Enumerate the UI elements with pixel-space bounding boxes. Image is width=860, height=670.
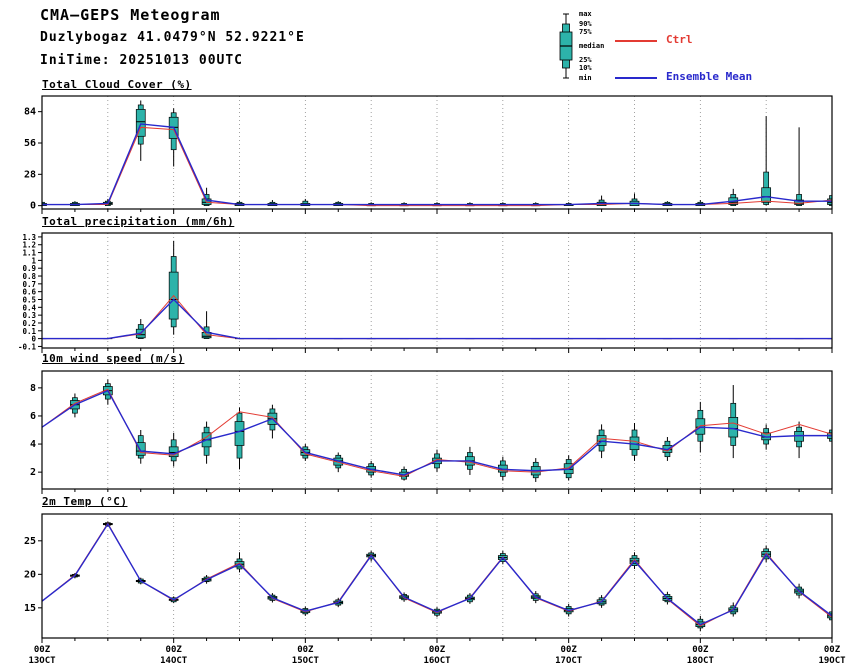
svg-text:00Z: 00Z [297, 645, 314, 655]
legend-label-25pct: 25% [579, 56, 592, 64]
svg-text:-0.1: -0.1 [18, 342, 37, 351]
svg-text:1: 1 [31, 256, 36, 265]
panel-title-temperature: 2m Temp (°C) [42, 495, 128, 508]
box-whisker-legend-icon [559, 13, 573, 79]
panel-title-wind-speed: 10m wind speed (m/s) [42, 352, 185, 365]
legend-label-10pct: 10% [579, 64, 592, 72]
page-title: CMA—GEPS Meteogram [40, 6, 221, 24]
initime-line: IniTime: 20251013 00UTC [40, 53, 244, 68]
svg-text:1.1: 1.1 [22, 249, 36, 258]
svg-text:14OCT: 14OCT [160, 656, 188, 666]
panel-title-precipitation: Total precipitation (mm/6h) [42, 215, 235, 228]
svg-text:00Z: 00Z [561, 645, 578, 655]
svg-text:0.4: 0.4 [22, 303, 36, 312]
svg-text:0: 0 [31, 335, 36, 344]
legend-label-max: max [579, 10, 592, 18]
svg-text:13OCT: 13OCT [28, 656, 56, 666]
temperature-chart: 15202500Z13OCT00Z14OCT00Z15OCT00Z16OCT00… [24, 513, 846, 666]
precipitation-chart: -0.100.10.20.30.40.50.60.70.80.911.11.21… [18, 232, 833, 353]
svg-text:6: 6 [30, 411, 36, 422]
svg-text:00Z: 00Z [429, 645, 446, 655]
svg-text:00Z: 00Z [34, 645, 51, 655]
cloud-cover-chart: 0 28 56 84 [24, 95, 833, 214]
svg-text:2: 2 [30, 467, 36, 478]
ctrl-label: Ctrl [666, 33, 693, 46]
svg-text:15: 15 [24, 603, 36, 614]
wind-speed-chart: 2 4 6 8 [30, 370, 833, 494]
svg-text:56: 56 [24, 138, 36, 149]
svg-text:00Z: 00Z [824, 645, 841, 655]
svg-text:4: 4 [30, 439, 36, 450]
svg-text:16OCT: 16OCT [423, 656, 451, 666]
svg-text:8: 8 [30, 383, 36, 394]
legend-label-75pct: 75% [579, 28, 592, 36]
svg-text:20: 20 [24, 569, 36, 580]
svg-text:00Z: 00Z [692, 645, 709, 655]
svg-text:0.8: 0.8 [22, 272, 36, 281]
svg-text:0.9: 0.9 [22, 264, 36, 273]
svg-text:25: 25 [24, 536, 36, 547]
svg-text:17OCT: 17OCT [555, 656, 583, 666]
legend-label-min: min [579, 74, 592, 82]
svg-text:00Z: 00Z [166, 645, 183, 655]
ensemble-mean-label: Ensemble Mean [666, 70, 753, 83]
svg-text:18OCT: 18OCT [687, 656, 715, 666]
svg-text:28: 28 [24, 169, 36, 180]
legend-label-median: median [579, 42, 605, 50]
legend-label-90pct: 90% [579, 20, 592, 28]
svg-text:19OCT: 19OCT [818, 656, 846, 666]
svg-text:1.2: 1.2 [22, 241, 36, 250]
svg-text:0: 0 [30, 201, 36, 212]
svg-text:0.6: 0.6 [22, 288, 36, 297]
svg-text:0.2: 0.2 [22, 319, 36, 328]
svg-text:0.1: 0.1 [22, 327, 36, 336]
svg-text:0.7: 0.7 [22, 280, 36, 289]
svg-text:1.3: 1.3 [22, 233, 36, 242]
svg-text:15OCT: 15OCT [292, 656, 320, 666]
panel-title-cloud-cover: Total Cloud Cover (%) [42, 78, 192, 91]
ctrl-line-swatch [615, 40, 657, 42]
ensemble-mean-line-swatch [615, 77, 657, 79]
svg-text:0.3: 0.3 [22, 311, 36, 320]
svg-text:0.5: 0.5 [22, 295, 36, 304]
location-line: Duzlybogaz 41.0479°N 52.9221°E [40, 30, 305, 45]
svg-text:84: 84 [24, 107, 36, 118]
